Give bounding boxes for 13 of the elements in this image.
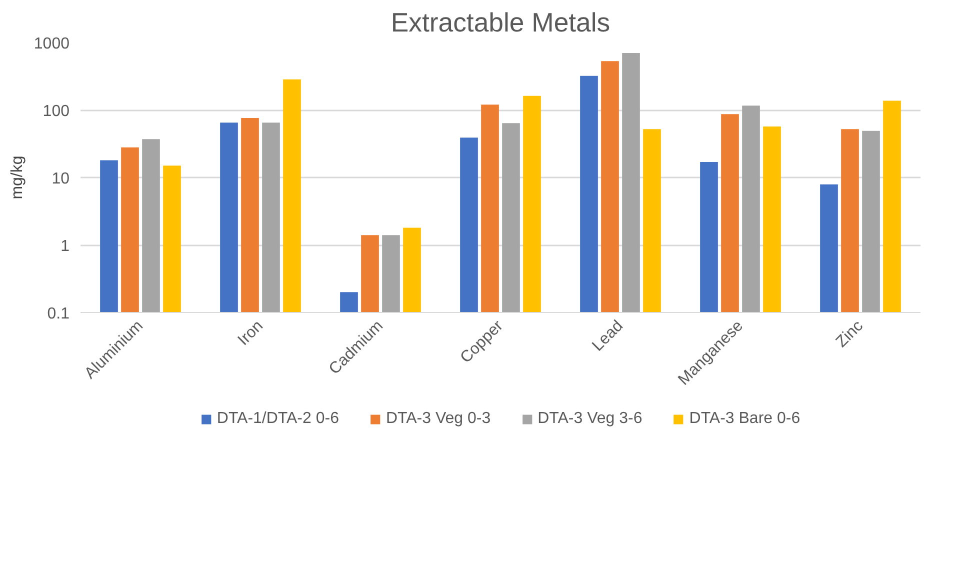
y-tick-label: 10	[52, 170, 70, 188]
y-tick-label: 100	[42, 103, 70, 120]
legend-label: DTA-3 Veg 0-3	[386, 410, 491, 428]
y-tick-label: 1000	[34, 36, 70, 52]
y-tick-label: 0.1	[47, 306, 70, 322]
y-axis-title: mg/kg	[8, 156, 26, 200]
legend-label: DTA-1/DTA-2 0-6	[216, 410, 339, 428]
chart-title: Extractable Metals	[390, 8, 610, 38]
legend-label: DTA-3 Bare 0-6	[689, 410, 800, 428]
x-tick-label: Iron	[234, 317, 267, 350]
x-tick-label: Zinc	[833, 317, 867, 351]
y-tick-label: 1	[60, 238, 70, 255]
legend-label: DTA-3 Veg 3-6	[538, 410, 642, 428]
